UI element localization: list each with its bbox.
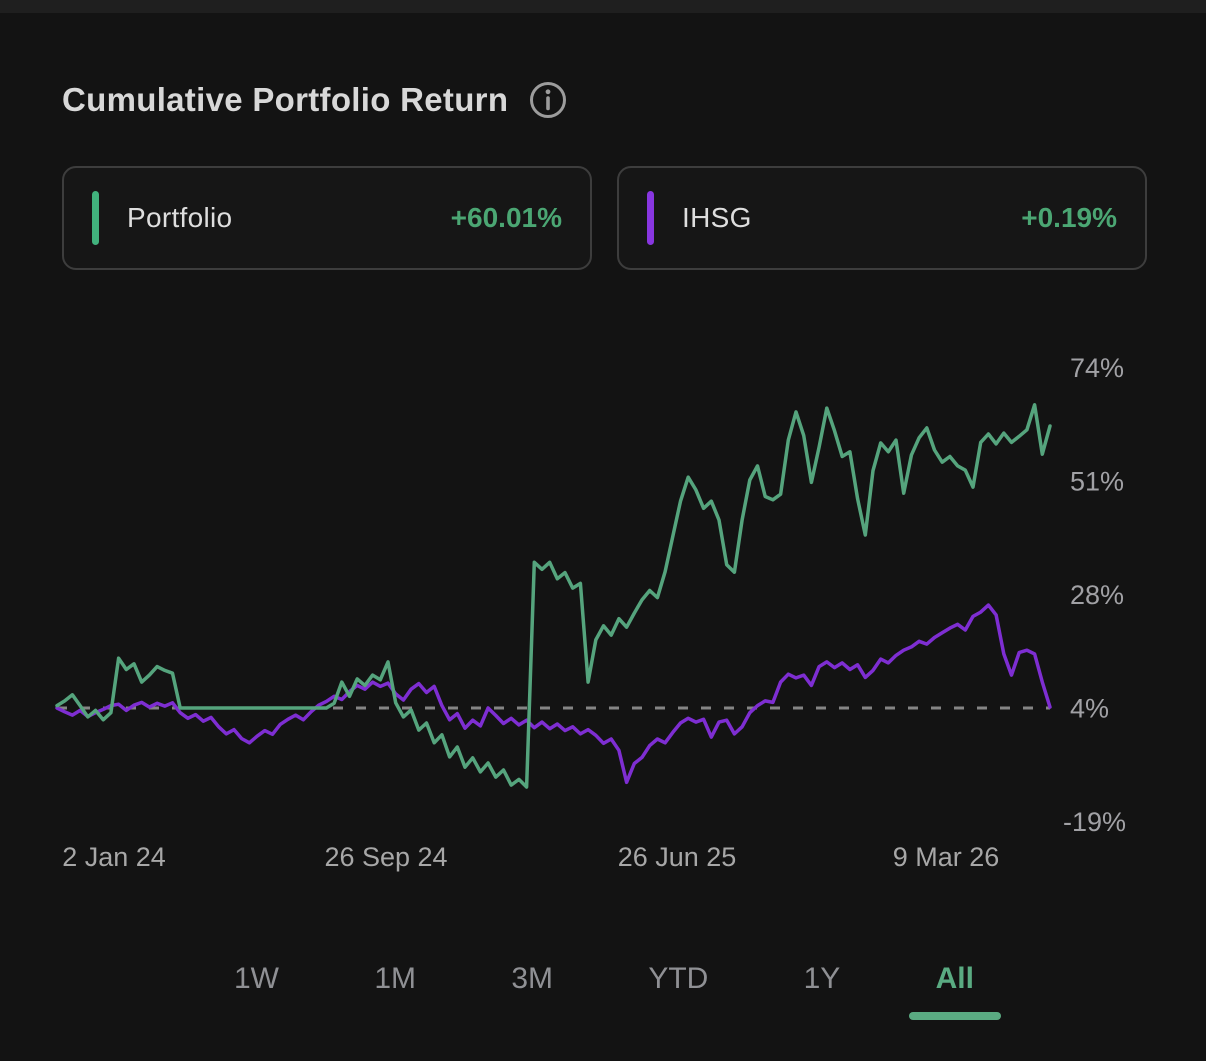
x-tick-label: 26 Sep 24: [324, 842, 447, 872]
ihsg-value: +0.19%: [1021, 202, 1117, 233]
ihsg-line: [55, 603, 1052, 785]
range-tab-label: 3M: [511, 962, 553, 995]
x-tick-label: 26 Jun 25: [618, 842, 737, 872]
legend-card-portfolio: Portfolio +60.01%: [62, 166, 592, 270]
range-tab-ytd[interactable]: YTD: [648, 956, 708, 1002]
portfolio-series-path: [55, 403, 1052, 789]
legend-card-ihsg: IHSG +0.19%: [617, 166, 1147, 270]
portfolio-accent-bar: [92, 191, 99, 245]
portfolio-value: +60.01%: [450, 202, 562, 233]
y-tick-label: -19%: [1063, 807, 1126, 837]
x-tick-label: 2 Jan 24: [62, 842, 166, 872]
x-axis-labels: 2 Jan 24 26 Sep 24 26 Jun 25 9 Mar 26: [62, 842, 999, 872]
range-tab-label: YTD: [648, 962, 709, 995]
ihsg-series-path: [55, 603, 1052, 785]
y-axis-labels: 74% 51% 28% 4% -19%: [1063, 353, 1126, 837]
y-tick-label: 51%: [1070, 467, 1124, 497]
range-tab-label: 1M: [374, 962, 416, 995]
range-tab-label: 1W: [234, 962, 279, 995]
y-tick-label: 28%: [1070, 580, 1124, 610]
ihsg-accent-bar: [647, 191, 654, 245]
range-tabs: 1W 1M 3M YTD 1Y All: [234, 956, 974, 1002]
range-tab-label: 1Y: [803, 962, 841, 995]
range-tab-3m[interactable]: 3M: [511, 956, 553, 1002]
portfolio-label: Portfolio: [127, 202, 233, 233]
info-icon[interactable]: [528, 80, 568, 120]
page-title: Cumulative Portfolio Return: [62, 81, 509, 118]
range-tab-1y[interactable]: 1Y: [804, 956, 841, 1002]
chart-canvas[interactable]: 74% 51% 28% 4% -19% 2 Jan 24 26 Sep 24 26 Jun …: [0, 330, 1206, 890]
y-tick-label: 4%: [1070, 694, 1109, 724]
ihsg-label: IHSG: [682, 202, 752, 233]
y-tick-label: 74%: [1070, 353, 1124, 383]
legend-cards: Portfolio +60.01% IHSG +0.19%: [62, 166, 1147, 270]
portfolio-line: [55, 403, 1052, 789]
x-tick-label: 9 Mar 26: [893, 842, 1000, 872]
top-strip: [0, 0, 1206, 13]
header: Cumulative Portfolio Return: [62, 80, 568, 120]
range-tab-1m[interactable]: 1M: [374, 956, 416, 1002]
range-tab-1w[interactable]: 1W: [234, 956, 279, 1002]
range-tab-label: All: [935, 962, 974, 995]
range-tab-all[interactable]: All: [936, 956, 974, 1002]
